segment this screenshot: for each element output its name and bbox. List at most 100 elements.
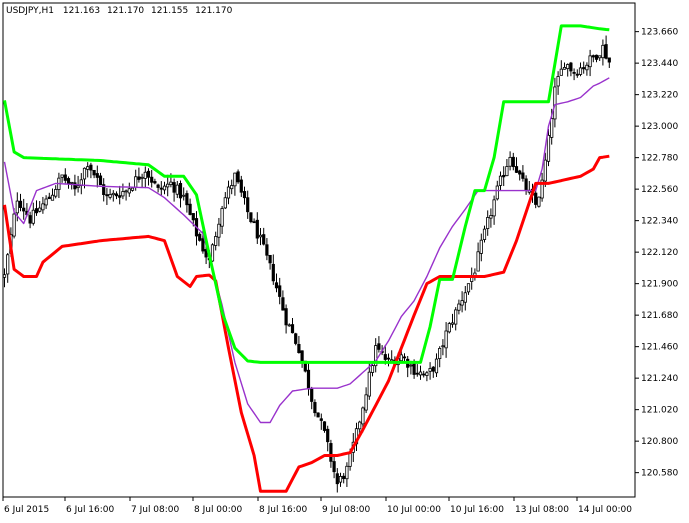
candle xyxy=(591,54,595,63)
candle-body xyxy=(514,166,519,173)
candle xyxy=(514,157,519,173)
candle xyxy=(607,57,611,68)
candle-body xyxy=(377,343,381,350)
y-tick-label: 121.240 xyxy=(641,374,678,384)
candle xyxy=(329,439,333,468)
candle-body xyxy=(230,185,234,190)
candle-body xyxy=(249,212,253,223)
candle-body xyxy=(546,134,551,162)
candle xyxy=(79,173,83,195)
candle-body xyxy=(425,372,429,376)
candle-body xyxy=(287,324,291,327)
y-tick-label: 121.020 xyxy=(641,406,678,416)
candle xyxy=(300,350,304,368)
candle xyxy=(585,62,589,76)
candle-body xyxy=(438,348,442,360)
candle xyxy=(172,178,176,202)
candle xyxy=(457,299,461,315)
candle-body xyxy=(585,64,589,71)
candle-body xyxy=(156,184,160,188)
candle-body xyxy=(511,156,515,168)
candle-body xyxy=(124,190,128,193)
candle xyxy=(374,338,378,373)
candle-body xyxy=(182,194,186,197)
candle xyxy=(121,183,125,200)
candle-body xyxy=(236,171,240,183)
candle xyxy=(150,169,154,188)
candle-body xyxy=(76,185,80,189)
candle xyxy=(297,335,301,354)
candle xyxy=(38,201,42,213)
candle-body xyxy=(191,213,195,221)
candle-body xyxy=(31,209,35,224)
candle xyxy=(431,366,435,378)
candle xyxy=(127,182,131,197)
candle-body xyxy=(6,254,10,275)
candle xyxy=(214,231,218,251)
candle xyxy=(306,362,311,396)
candle xyxy=(553,77,557,128)
candle-body xyxy=(284,308,288,326)
x-tick-label: 6 Jul 2015 xyxy=(4,505,49,515)
candle-body xyxy=(313,402,317,414)
candle xyxy=(223,192,227,210)
candle-body xyxy=(28,215,32,224)
candle-body xyxy=(553,86,557,120)
candle-body xyxy=(86,166,90,170)
candle-body xyxy=(601,44,605,59)
candle-body xyxy=(217,223,221,238)
candle xyxy=(473,268,477,281)
candle-body xyxy=(489,215,493,219)
candle xyxy=(217,217,221,247)
candle xyxy=(482,225,487,243)
candle xyxy=(290,317,295,334)
candle xyxy=(268,254,272,270)
candle-body xyxy=(364,394,368,411)
candle-body xyxy=(198,233,202,241)
candle xyxy=(281,290,285,311)
candle-body xyxy=(524,178,528,191)
candle xyxy=(498,171,503,191)
candle xyxy=(287,323,291,327)
candle-body xyxy=(162,185,167,191)
candle xyxy=(601,39,605,66)
candle xyxy=(434,353,439,377)
candle-body xyxy=(137,176,141,180)
candle-body xyxy=(262,234,266,245)
candle-body xyxy=(34,208,39,214)
candle xyxy=(418,365,423,380)
candle xyxy=(249,212,253,224)
candle-body xyxy=(226,186,231,199)
candle-body xyxy=(521,172,525,179)
candle-body xyxy=(278,285,282,297)
candle-body xyxy=(322,421,327,431)
candle-body xyxy=(367,371,371,397)
candle xyxy=(428,362,432,380)
candle xyxy=(255,212,259,244)
candle-body xyxy=(140,176,144,179)
candle xyxy=(18,193,23,212)
candle-body xyxy=(358,421,362,430)
candle xyxy=(162,181,167,195)
candle xyxy=(390,350,394,363)
candle-body xyxy=(402,356,407,359)
candle xyxy=(492,195,496,225)
candle xyxy=(246,190,250,219)
candle xyxy=(230,179,234,195)
candle xyxy=(175,180,179,199)
candle xyxy=(476,242,480,272)
candle-body xyxy=(54,189,58,197)
close-value: 121.170 xyxy=(195,6,232,16)
candle-body xyxy=(578,67,583,75)
price-axis: 123.660 123.440 123.220 123.000 122.780 122.5… xyxy=(635,28,678,479)
candle-body xyxy=(274,282,279,289)
candle-body xyxy=(492,199,496,217)
candle xyxy=(50,188,55,201)
candle-body xyxy=(150,176,154,183)
candle-body xyxy=(409,364,413,367)
candle xyxy=(466,283,471,295)
candle xyxy=(153,178,157,185)
candle xyxy=(572,68,576,81)
y-tick-label: 123.220 xyxy=(641,91,678,101)
